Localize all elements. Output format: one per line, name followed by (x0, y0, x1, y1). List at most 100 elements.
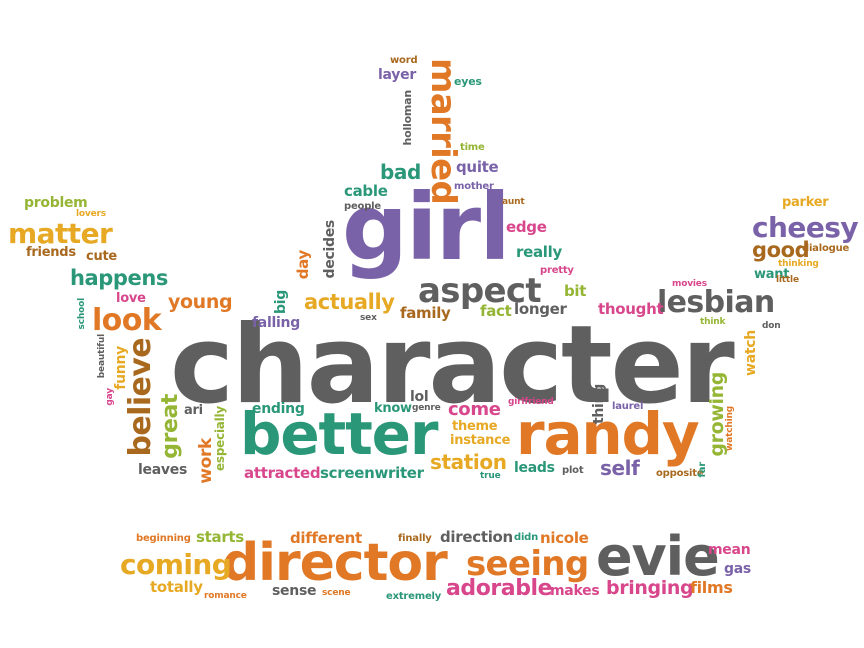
word-watch: watch (743, 330, 759, 376)
word-girlfriend: girlfriend (508, 397, 554, 407)
word-school: school (77, 298, 87, 330)
word-randy: randy (516, 400, 700, 468)
word-station: station (430, 450, 507, 474)
word-laurel: laurel (612, 401, 644, 412)
word-quite: quite (456, 158, 499, 176)
word-thinking: thinking (778, 259, 819, 269)
word-think: think (700, 317, 726, 327)
word-lovers: lovers (76, 209, 106, 219)
word-longer: longer (514, 300, 567, 318)
word-cute: cute (86, 249, 117, 264)
word-thought: thought (598, 300, 664, 318)
word-true: true (480, 471, 501, 481)
word-starts: starts (196, 528, 244, 546)
word-director: director (222, 533, 448, 593)
word-plot: plot (562, 465, 584, 476)
word-aspect: aspect (418, 271, 542, 311)
word-makes: makes (550, 583, 600, 599)
word-better: better (240, 400, 438, 468)
word-dialogue: dialogue (802, 243, 850, 254)
word-cheesy: cheesy (752, 211, 859, 244)
word-bit: bit (564, 282, 587, 300)
word-people: people (344, 201, 381, 212)
word-pretty: pretty (540, 265, 574, 276)
word-mean: mean (708, 542, 751, 558)
word-know: know (374, 401, 412, 416)
word-married: married (423, 58, 463, 205)
word-character: character (170, 303, 735, 428)
word-gas: gas (724, 561, 751, 577)
word-really: really (516, 243, 562, 261)
word-attracted: attracted (244, 464, 321, 482)
word-leads: leads (514, 460, 555, 476)
word-decides: decides (322, 220, 338, 279)
word-come: come (448, 399, 501, 420)
word-want: want (754, 267, 790, 282)
word-different: different (290, 529, 362, 547)
word-adorable: adorable (446, 576, 553, 601)
word-parker: parker (782, 195, 829, 210)
word-edge: edge (506, 218, 547, 236)
word-bad: bad (380, 160, 421, 184)
word-direction: direction (440, 528, 513, 546)
word-beautiful: beautiful (97, 334, 107, 379)
word-friends: friends (26, 245, 76, 260)
word-time: time (460, 142, 485, 153)
word-ending: ending (252, 401, 305, 417)
word-screenwriter: screenwriter (320, 464, 424, 482)
word-watching: watching (725, 406, 735, 451)
word-problem: problem (24, 195, 88, 211)
word-extremely: extremely (386, 591, 442, 602)
word-funny: funny (113, 346, 129, 390)
word-layer: layer (378, 67, 416, 83)
word-totally: totally (150, 578, 203, 596)
word-genre: genre (412, 403, 441, 413)
word-seeing: seeing (466, 544, 589, 584)
word-films: films (690, 578, 733, 597)
word-believe: believe (123, 338, 158, 457)
word-leaves: leaves (138, 462, 188, 478)
word-love: love (116, 291, 146, 306)
word-little: little (776, 275, 799, 285)
word-coming: coming (120, 548, 232, 581)
word-cable: cable (344, 182, 388, 200)
word-sense: sense (272, 583, 317, 599)
word-young: young (168, 291, 233, 313)
word-theme: theme (452, 419, 498, 434)
word-eyes: eyes (454, 75, 482, 88)
word-aunt: aunt (502, 197, 525, 207)
word-evie: evie (596, 525, 720, 588)
word-big: big (273, 290, 289, 315)
word-holloman: holloman (401, 90, 414, 146)
word-matter: matter (8, 217, 113, 250)
word-didn: didn (514, 532, 539, 543)
word-don: don (762, 321, 781, 331)
word-romance: romance (204, 591, 247, 601)
word-movies: movies (672, 279, 707, 289)
word-look: look (92, 303, 162, 338)
word-finally: finally (398, 533, 432, 544)
word-beginning: beginning (136, 533, 191, 544)
word-mother: mother (454, 181, 494, 192)
word-bringing: bringing (606, 577, 694, 599)
word-great: great (158, 394, 183, 459)
word-instance: instance (450, 433, 511, 448)
word-word: word (390, 55, 418, 66)
word-far: far (697, 462, 708, 478)
word-girl: girl (342, 174, 511, 281)
word-good: good (752, 238, 810, 262)
word-ari: ari (184, 403, 203, 418)
word-day: day (294, 250, 312, 280)
word-happens: happens (70, 266, 168, 290)
word-thing: thing (591, 384, 607, 425)
word-opposite: opposite (656, 468, 704, 479)
word-actually: actually (304, 290, 395, 314)
word-lesbian: lesbian (657, 285, 775, 320)
word-lol: lol (410, 389, 429, 405)
word-nicole: nicole (540, 529, 589, 547)
word-self: self (600, 456, 640, 480)
word-gay: gay (105, 388, 115, 406)
word-falling: falling (252, 315, 300, 331)
word-scene: scene (322, 588, 351, 598)
